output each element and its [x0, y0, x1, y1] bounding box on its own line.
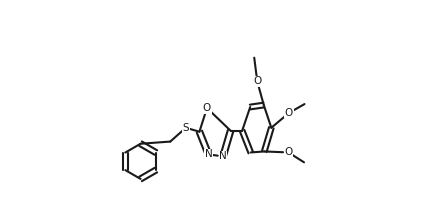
Text: O: O [253, 76, 262, 86]
Text: O: O [285, 108, 293, 118]
Text: N: N [205, 149, 212, 159]
Text: S: S [182, 123, 189, 133]
Text: N: N [219, 151, 227, 161]
Text: O: O [284, 147, 293, 157]
Text: O: O [203, 103, 211, 113]
